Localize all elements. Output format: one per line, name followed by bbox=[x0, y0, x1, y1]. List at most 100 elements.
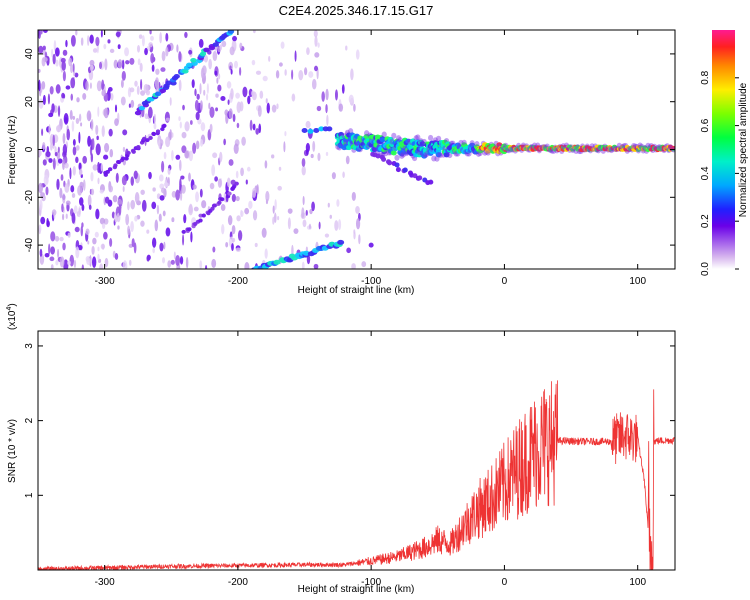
heatmap-cell bbox=[130, 199, 136, 210]
heatmap-cell bbox=[334, 89, 338, 101]
heatmap-cell bbox=[165, 46, 169, 57]
heatmap-cell bbox=[200, 67, 205, 79]
heatmap-cell bbox=[124, 156, 129, 161]
heatmap-cell bbox=[364, 130, 370, 137]
heatmap-cell bbox=[199, 100, 203, 111]
heatmap-cell bbox=[179, 121, 182, 129]
heatmap-cell bbox=[391, 132, 397, 139]
heatmap-cell bbox=[203, 55, 209, 63]
heatmap-cell bbox=[318, 221, 321, 230]
heatmap-cell bbox=[72, 166, 76, 176]
heatmap-cell bbox=[305, 209, 308, 216]
heatmap-cell bbox=[129, 57, 135, 65]
heatmap-cell bbox=[103, 107, 109, 119]
heatmap-cell bbox=[214, 70, 218, 76]
snr-scale-note: (x104) bbox=[6, 303, 18, 330]
heatmap-cell bbox=[45, 151, 51, 158]
heatmap-cell bbox=[154, 219, 159, 232]
heatmap-cell bbox=[136, 145, 141, 150]
heatmap-cell bbox=[97, 177, 100, 185]
heatmap-cell bbox=[210, 206, 215, 211]
heatmap-cell bbox=[72, 146, 77, 156]
heatmap-cell bbox=[239, 67, 242, 76]
heatmap-cell bbox=[129, 87, 135, 93]
heatmap-cell bbox=[245, 179, 248, 185]
heatmap-cell bbox=[240, 167, 244, 177]
heatmap-cell bbox=[41, 80, 46, 90]
heatmap-cell bbox=[379, 137, 386, 143]
heatmap-cell bbox=[165, 136, 171, 148]
heatmap-cell bbox=[195, 140, 200, 150]
snr-x-tick-label: 0 bbox=[502, 577, 508, 588]
heatmap-cell bbox=[128, 259, 132, 266]
heatmap-cell bbox=[65, 213, 68, 219]
heatmap-cell bbox=[199, 188, 203, 198]
heatmap-cell bbox=[117, 198, 123, 206]
heatmap-cell bbox=[57, 146, 60, 153]
heatmap-cell bbox=[313, 127, 320, 133]
heatmap-cell bbox=[192, 142, 197, 154]
snr-scale-close: ) bbox=[7, 303, 18, 306]
heatmap-cell bbox=[104, 58, 108, 71]
heatmap-cell bbox=[293, 228, 299, 235]
heatmap-cell bbox=[193, 206, 199, 212]
heatmap-cell bbox=[306, 47, 310, 55]
heatmap-cell bbox=[57, 158, 63, 164]
heatmap-cell bbox=[70, 77, 76, 89]
heatmap-cell bbox=[90, 188, 95, 196]
heatmap-cell bbox=[117, 44, 121, 50]
heatmap-cell bbox=[154, 77, 160, 90]
heatmap-cell bbox=[73, 205, 78, 214]
heatmap-cell bbox=[287, 217, 291, 230]
heatmap-cell bbox=[97, 161, 100, 173]
heatmap-cell bbox=[43, 30, 48, 33]
heatmap-cell bbox=[51, 209, 57, 216]
heatmap-cell bbox=[165, 80, 173, 86]
heatmap-cell bbox=[184, 121, 190, 132]
heatmap-cell bbox=[221, 224, 225, 235]
heatmap-cell bbox=[70, 34, 76, 47]
colorbar: 0.0 0.2 0.4 0.6 0.8 Normalized spectral ampl… bbox=[700, 30, 749, 276]
heatmap-cell bbox=[131, 149, 136, 154]
heatmap-cell bbox=[179, 159, 182, 172]
heatmap-cell bbox=[95, 124, 99, 136]
snr-y-tick-label: 3 bbox=[24, 343, 35, 349]
heatmap-cell bbox=[361, 261, 367, 268]
heatmap-cell bbox=[146, 255, 150, 262]
heatmap-cell bbox=[39, 248, 43, 257]
heatmap-cell bbox=[301, 157, 306, 167]
heatmap-cell bbox=[209, 182, 215, 190]
heatmap-cell bbox=[75, 30, 78, 36]
heatmap-cell bbox=[165, 32, 169, 42]
heatmap-cell bbox=[277, 185, 282, 191]
heatmap-y-tick-label: 20 bbox=[24, 96, 35, 108]
heatmap-cell bbox=[59, 256, 65, 268]
heatmap-cell bbox=[87, 194, 92, 207]
heatmap-cell bbox=[97, 253, 100, 261]
heatmap-cell bbox=[89, 34, 94, 44]
heatmap-cell bbox=[120, 96, 126, 106]
heatmap-cell bbox=[231, 237, 236, 243]
heatmap-cell bbox=[173, 251, 176, 260]
heatmap-cell bbox=[49, 256, 55, 262]
heatmap-cell bbox=[82, 92, 87, 100]
heatmap-cell bbox=[165, 227, 171, 237]
heatmap-cell bbox=[148, 171, 152, 180]
heatmap-cell bbox=[277, 215, 280, 221]
heatmap-cell bbox=[314, 52, 320, 58]
heatmap-cell bbox=[194, 99, 199, 111]
heatmap-cell bbox=[141, 35, 145, 47]
heatmap-cell bbox=[121, 59, 125, 70]
heatmap-cell bbox=[59, 236, 64, 242]
heatmap-cell bbox=[198, 38, 204, 48]
heatmap-cell bbox=[101, 79, 105, 91]
heatmap-cell bbox=[217, 200, 222, 205]
heatmap-cell bbox=[130, 176, 134, 186]
heatmap-cell bbox=[262, 75, 268, 82]
heatmap-cell bbox=[78, 162, 82, 171]
heatmap-cell bbox=[225, 241, 229, 248]
heatmap-cell bbox=[301, 165, 306, 176]
heatmap-cell bbox=[122, 146, 126, 152]
heatmap-cell bbox=[118, 203, 122, 216]
heatmap-cell bbox=[138, 105, 146, 111]
